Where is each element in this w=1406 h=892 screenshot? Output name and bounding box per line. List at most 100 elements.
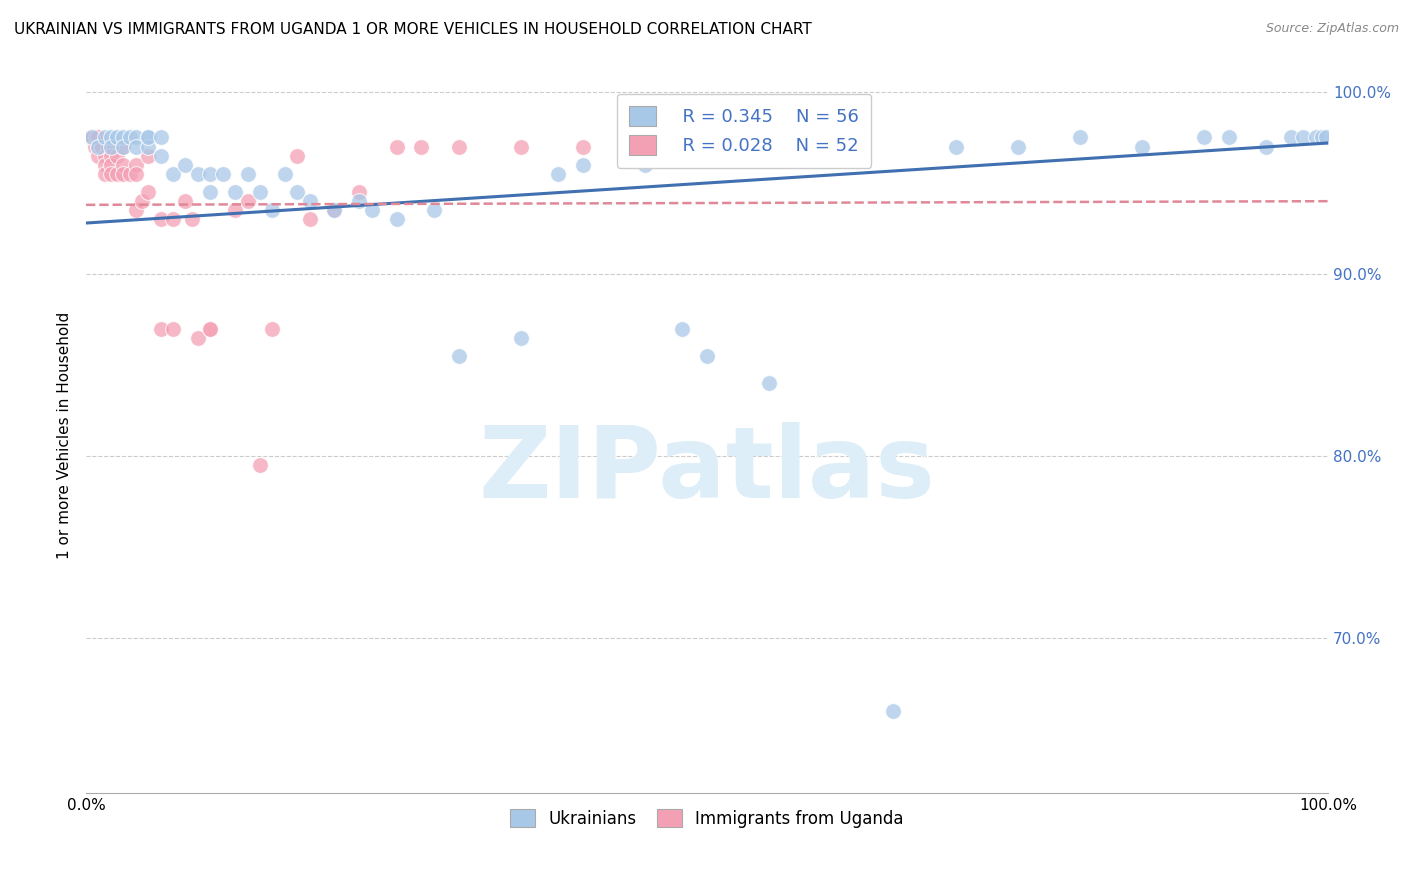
Point	[82, 130, 104, 145]
Point	[174, 194, 197, 209]
Point	[125, 158, 148, 172]
Point	[200, 321, 222, 335]
Point	[100, 158, 122, 172]
Point	[125, 130, 148, 145]
Point	[349, 194, 371, 209]
Point	[820, 149, 842, 163]
Point	[87, 139, 110, 153]
Text: UKRAINIAN VS IMMIGRANTS FROM UGANDA 1 OR MORE VEHICLES IN HOUSEHOLD CORRELATION : UKRAINIAN VS IMMIGRANTS FROM UGANDA 1 OR…	[14, 22, 811, 37]
Point	[149, 149, 172, 163]
Point	[634, 158, 657, 172]
Point	[162, 321, 184, 335]
Point	[671, 321, 693, 335]
Point	[411, 139, 433, 153]
Point	[105, 130, 128, 145]
Point	[385, 139, 408, 153]
Point	[1192, 130, 1215, 145]
Text: Source: ZipAtlas.com: Source: ZipAtlas.com	[1265, 22, 1399, 36]
Point	[572, 158, 595, 172]
Point	[187, 331, 209, 345]
Point	[118, 130, 141, 145]
Point	[236, 167, 259, 181]
Point	[423, 203, 446, 218]
Point	[93, 149, 115, 163]
Point	[1310, 130, 1333, 145]
Point	[200, 167, 222, 181]
Point	[298, 194, 321, 209]
Point	[84, 130, 107, 145]
Point	[136, 139, 159, 153]
Point	[572, 139, 595, 153]
Point	[509, 331, 531, 345]
Point	[200, 321, 222, 335]
Point	[224, 185, 246, 199]
Point	[236, 194, 259, 209]
Point	[79, 130, 101, 145]
Point	[1007, 139, 1029, 153]
Point	[298, 212, 321, 227]
Point	[112, 139, 135, 153]
Point	[758, 376, 780, 391]
Point	[162, 167, 184, 181]
Point	[180, 212, 202, 227]
Point	[274, 167, 297, 181]
Point	[112, 139, 135, 153]
Point	[125, 203, 148, 218]
Point	[696, 149, 718, 163]
Point	[91, 139, 114, 153]
Text: ZIPatlas: ZIPatlas	[478, 422, 935, 519]
Point	[105, 167, 128, 181]
Point	[125, 167, 148, 181]
Point	[285, 149, 308, 163]
Point	[105, 149, 128, 163]
Point	[136, 185, 159, 199]
Point	[882, 704, 904, 718]
Point	[696, 349, 718, 363]
Point	[1315, 130, 1337, 145]
Point	[349, 185, 371, 199]
Point	[547, 167, 569, 181]
Point	[93, 167, 115, 181]
Point	[945, 139, 967, 153]
Point	[174, 158, 197, 172]
Point	[90, 139, 112, 153]
Point	[249, 185, 271, 199]
Point	[447, 349, 470, 363]
Point	[447, 139, 470, 153]
Point	[87, 130, 110, 145]
Point	[162, 212, 184, 227]
Point	[97, 139, 120, 153]
Point	[100, 167, 122, 181]
Point	[1069, 130, 1091, 145]
Point	[323, 203, 346, 218]
Point	[187, 167, 209, 181]
Point	[1218, 130, 1240, 145]
Point	[112, 167, 135, 181]
Point	[136, 149, 159, 163]
Point	[1130, 139, 1153, 153]
Point	[1292, 130, 1315, 145]
Point	[509, 139, 531, 153]
Point	[100, 139, 122, 153]
Point	[131, 194, 153, 209]
Point	[136, 130, 159, 145]
Point	[118, 167, 141, 181]
Point	[1279, 130, 1302, 145]
Point	[100, 130, 122, 145]
Point	[360, 203, 382, 218]
Point	[262, 321, 284, 335]
Point	[83, 139, 105, 153]
Point	[262, 203, 284, 218]
Point	[200, 185, 222, 199]
Point	[82, 130, 104, 145]
Point	[100, 149, 122, 163]
Point	[125, 139, 148, 153]
Point	[634, 149, 657, 163]
Point	[385, 212, 408, 227]
Point	[1254, 139, 1277, 153]
Point	[1305, 130, 1327, 145]
Point	[149, 130, 172, 145]
Point	[149, 212, 172, 227]
Point	[112, 130, 135, 145]
Point	[149, 321, 172, 335]
